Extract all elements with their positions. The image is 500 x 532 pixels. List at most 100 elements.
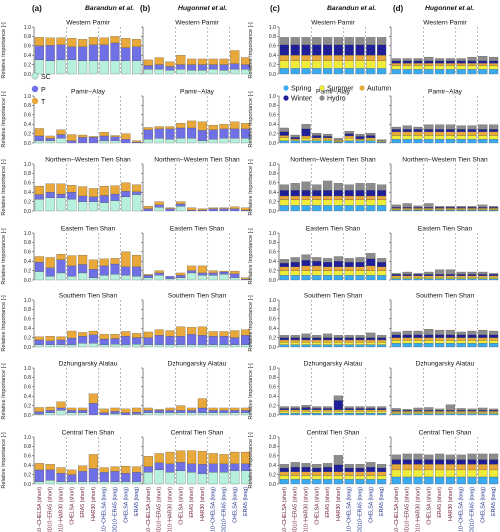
bar-segment-spring xyxy=(391,476,401,485)
bar-segment-winter xyxy=(355,44,365,56)
bar-segment-p xyxy=(121,336,131,345)
bar-segment-summer xyxy=(445,412,455,414)
bar-segment-t xyxy=(219,454,229,464)
region-title: Western Pamir xyxy=(311,20,355,27)
bar-segment-winter xyxy=(456,459,466,465)
bar-segment-autumn xyxy=(333,409,343,412)
bar-segment-winter xyxy=(413,207,423,209)
bar-segment-summer xyxy=(424,469,434,478)
bar-segment-spring xyxy=(489,139,499,144)
bar-segment-p xyxy=(67,410,77,413)
bar-segment-winter xyxy=(355,190,365,197)
bar-segment-p xyxy=(219,271,229,275)
bar-segment-t xyxy=(56,336,66,341)
bar-segment-winter xyxy=(366,44,376,56)
bar-segment-t xyxy=(176,201,186,205)
bar-segment-winter xyxy=(478,334,488,338)
bar-segment-winter xyxy=(424,274,434,276)
region-title: Eastern Tien Shan xyxy=(418,226,473,233)
bar-segment-t xyxy=(88,188,98,198)
category-tick-label: CHELSA (short) xyxy=(426,487,432,525)
bar-segment-hydro xyxy=(355,257,365,263)
bar-segment-sc xyxy=(187,472,197,485)
category-tick-label: MOD10−ERA5 (long) xyxy=(470,487,476,532)
bar-segment-sc xyxy=(88,343,98,348)
bar-segment-t xyxy=(219,207,229,209)
bar-segment-p xyxy=(143,208,153,212)
y-tick-label: 0.2 xyxy=(24,199,31,205)
bar-segment-summer xyxy=(445,340,455,344)
bar-segment-sc xyxy=(208,139,218,144)
bar-segment-t xyxy=(197,121,207,131)
bar-segment-spring xyxy=(435,209,445,212)
bar-segment-hydro xyxy=(467,125,477,130)
bar-segment-hydro xyxy=(424,271,434,275)
bar-segment-hydro xyxy=(355,335,365,338)
bar-segment-t xyxy=(56,183,66,195)
bar-segment-spring xyxy=(478,413,488,416)
bar-segment-hydro xyxy=(413,126,423,130)
bar-segment-summer xyxy=(344,342,354,345)
y-tick-label: 0.6 xyxy=(269,250,276,256)
bar-segment-hydro xyxy=(290,257,300,263)
bar-segment-summer xyxy=(279,137,289,141)
bar-segment-t xyxy=(110,36,120,44)
bar-segment-t xyxy=(219,58,229,65)
bar-segment-hydro xyxy=(279,259,289,264)
y-tick-label: 0.6 xyxy=(24,454,31,460)
legend-hydro-label: Hydro xyxy=(327,96,346,103)
region-title: Pamir−Alay xyxy=(180,89,215,96)
bar-segment-hydro xyxy=(456,408,466,411)
bar-segment-spring xyxy=(279,412,289,416)
bar-segment-p xyxy=(230,63,240,70)
bar-segment-autumn xyxy=(402,464,412,471)
bar-segment-t xyxy=(165,451,175,464)
bar-segment-p xyxy=(154,410,164,413)
bar-segment-hydro xyxy=(377,406,387,409)
bar-segment-winter xyxy=(445,410,455,412)
bar-segment-hydro xyxy=(344,406,354,409)
bar-segment-p xyxy=(132,46,142,61)
bar-segment-p xyxy=(165,336,175,345)
bar-segment-winter xyxy=(290,337,300,341)
bar-segment-sc xyxy=(143,344,153,348)
bar-segment-p xyxy=(154,272,164,276)
bar-segment-winter xyxy=(344,337,354,341)
bar-segment-autumn xyxy=(402,275,412,278)
category-tick-label: MOD10−HAR30 (short) xyxy=(168,487,174,532)
bar-segment-winter xyxy=(344,262,354,267)
bar-segment-spring xyxy=(355,344,365,348)
bar-segment-hydro xyxy=(456,58,466,61)
bar-segment-p xyxy=(67,140,77,144)
y-tick-label: 0.8 xyxy=(269,171,276,177)
bar-segment-autumn xyxy=(467,131,477,136)
bar-segment-autumn xyxy=(489,131,499,136)
bar-segment-hydro xyxy=(301,254,311,261)
bar-segment-summer xyxy=(301,475,311,480)
bar-segment-sc xyxy=(165,412,175,416)
bar-segment-spring xyxy=(478,343,488,348)
legend-t-swatch xyxy=(31,97,39,105)
y-tick-label: 0.4 xyxy=(269,259,276,265)
bar-segment-p xyxy=(99,338,109,345)
y-tick-label: 0.2 xyxy=(24,403,31,409)
bar-segment-p xyxy=(56,473,66,482)
bar-segment-winter xyxy=(279,131,289,136)
legend-hydro-swatch xyxy=(319,95,325,101)
bar-segment-sc xyxy=(78,412,88,416)
bar-segment-spring xyxy=(424,476,434,485)
bar-segment-t xyxy=(110,466,120,472)
legend-sc-label: SC xyxy=(41,74,51,81)
bar-segment-winter xyxy=(445,207,455,209)
panel-a-label: (a) xyxy=(32,4,42,13)
y-tick-label: 1.0 xyxy=(24,25,31,31)
bar-segment-autumn xyxy=(290,409,300,412)
bar-segment-summer xyxy=(424,135,434,140)
bar-segment-spring xyxy=(301,479,311,485)
bar-segment-winter xyxy=(366,466,376,472)
bar-segment-sc xyxy=(143,412,153,416)
category-tick-label: MOD10−ERA5 (short) xyxy=(48,487,54,532)
legend-right: Spring Summer Autumn Winter Hydro xyxy=(283,85,391,103)
y-tick-label: 0.6 xyxy=(24,385,31,391)
